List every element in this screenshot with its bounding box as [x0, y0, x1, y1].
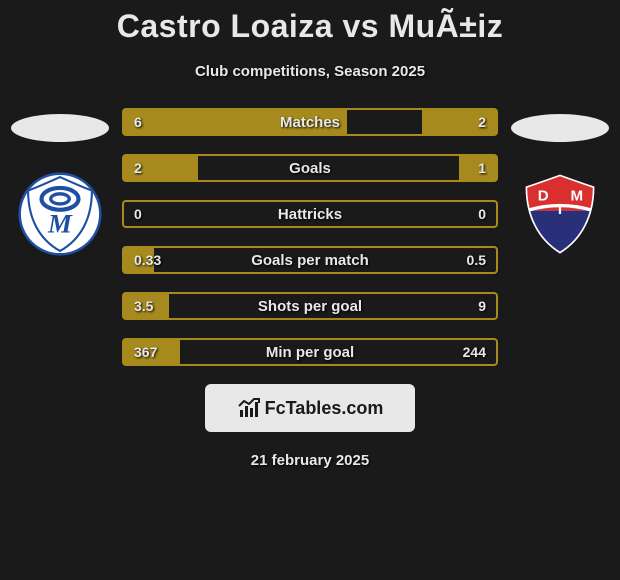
chart-trend-icon: [237, 396, 261, 420]
stat-label: Min per goal: [124, 344, 496, 361]
page-title: Castro Loaiza vs MuÃ±iz: [117, 8, 503, 45]
left-player-ellipse: [11, 114, 109, 142]
svg-text:I: I: [558, 201, 562, 218]
svg-text:M: M: [47, 208, 73, 238]
stat-label: Hattricks: [124, 206, 496, 223]
dim-crest-icon: D I M: [518, 172, 602, 256]
right-player-ellipse: [511, 114, 609, 142]
stat-bar-goals-per-match: 0.330.5Goals per match: [122, 246, 498, 274]
main-area: M 62Matches 21Goals 00Hattricks 0.330.5Goal…: [0, 108, 620, 366]
right-player-col: D I M: [500, 108, 620, 256]
stat-label: Shots per goal: [124, 298, 496, 315]
svg-text:M: M: [571, 188, 584, 205]
stat-bar-goals: 21Goals: [122, 154, 498, 182]
date-label: 21 february 2025: [251, 452, 369, 469]
stat-bar-min-per-goal: 367244Min per goal: [122, 338, 498, 366]
stat-bar-hattricks: 00Hattricks: [122, 200, 498, 228]
stat-bar-shots-per-goal: 3.59Shots per goal: [122, 292, 498, 320]
stat-label: Goals per match: [124, 252, 496, 269]
stat-bar-matches: 62Matches: [122, 108, 498, 136]
stats-column: 62Matches 21Goals 00Hattricks 0.330.5Goals …: [120, 108, 500, 366]
svg-text:D: D: [538, 188, 549, 205]
comparison-card: Castro Loaiza vs MuÃ±iz Club competition…: [0, 0, 620, 469]
stat-label: Matches: [124, 114, 496, 131]
page-subtitle: Club competitions, Season 2025: [195, 63, 425, 80]
stat-label: Goals: [124, 160, 496, 177]
branding-badge: FcTables.com: [205, 384, 415, 432]
left-player-col: M: [0, 108, 120, 256]
millonarios-crest-icon: M: [18, 172, 102, 256]
branding-text: FcTables.com: [265, 398, 384, 419]
